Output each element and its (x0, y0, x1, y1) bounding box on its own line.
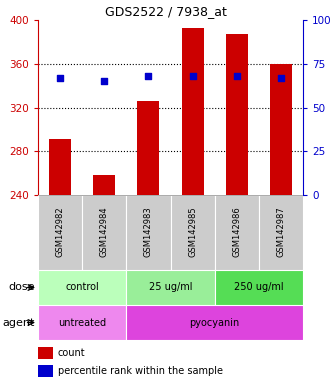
Bar (126, 305, 303, 340)
Text: 25 ug/ml: 25 ug/ml (149, 283, 192, 293)
Bar (259, 195, 303, 270)
Text: percentile rank within the sample: percentile rank within the sample (58, 366, 223, 376)
Bar (38, 305, 126, 340)
Bar (38, 365, 53, 377)
Text: dose: dose (8, 283, 35, 293)
Text: GSM142983: GSM142983 (144, 206, 153, 257)
Text: control: control (65, 283, 99, 293)
Bar (215, 195, 259, 270)
Bar (270, 64, 292, 195)
Text: GSM142984: GSM142984 (100, 206, 109, 257)
Text: GDS2522 / 7938_at: GDS2522 / 7938_at (105, 5, 226, 18)
Bar (215, 270, 303, 305)
Text: count: count (58, 348, 85, 359)
Bar (38, 195, 82, 270)
Point (278, 74, 284, 81)
Bar (38, 270, 126, 305)
Point (102, 78, 107, 84)
Text: GSM142986: GSM142986 (232, 206, 241, 257)
Point (234, 73, 239, 79)
Bar (49, 139, 71, 195)
Text: GSM142985: GSM142985 (188, 206, 197, 257)
Text: pyocyanin: pyocyanin (190, 318, 240, 328)
Bar (38, 348, 53, 359)
Text: agent: agent (2, 318, 35, 328)
Bar (137, 101, 160, 195)
Bar (126, 270, 215, 305)
Point (146, 73, 151, 79)
Bar (181, 28, 204, 195)
Bar (126, 195, 170, 270)
Text: GSM142987: GSM142987 (276, 206, 285, 257)
Text: untreated: untreated (58, 318, 106, 328)
Text: 250 ug/ml: 250 ug/ml (234, 283, 284, 293)
Bar (93, 175, 115, 195)
Point (58, 74, 63, 81)
Bar (226, 34, 248, 195)
Point (190, 73, 195, 79)
Bar (170, 195, 215, 270)
Bar (82, 195, 126, 270)
Text: GSM142982: GSM142982 (56, 206, 65, 257)
